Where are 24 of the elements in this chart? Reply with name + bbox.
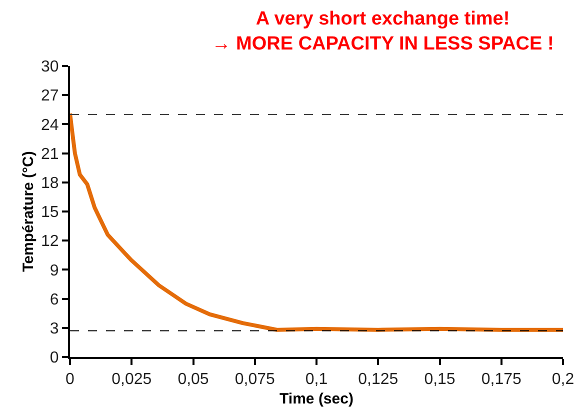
x-axis-title: Time (sec)	[280, 390, 354, 408]
x-tick-label: 0,175	[481, 371, 522, 388]
y-tick-label: 30	[41, 58, 59, 76]
y-tick-label: 0	[50, 350, 59, 367]
y-tick-label: 3	[50, 320, 59, 338]
y-axis-title: Température (°C)	[20, 151, 37, 272]
x-tick-label: 0,1	[305, 371, 328, 388]
x-tick-label: 0,05	[178, 371, 209, 388]
y-tick-label: 9	[50, 262, 59, 280]
y-tick-label: 6	[50, 291, 59, 308]
line-series	[70, 112, 563, 332]
y-tick-label: 15	[41, 204, 59, 222]
x-tick-label: 0	[66, 371, 75, 388]
chart-title: A very short exchange time! → MORE CAPACITY IN LESS SPACE !	[212, 8, 554, 54]
y-tick-label: 24	[41, 116, 59, 134]
x-tick-label: 0,15	[424, 371, 456, 388]
y-tick-label: 27	[41, 88, 59, 105]
y-tick-label: 18	[41, 175, 59, 192]
x-tick-label: 0,025	[112, 371, 152, 388]
y-tick-label: 12	[41, 233, 59, 250]
x-tick-label: 0,075	[234, 371, 275, 388]
y-tick-label: 21	[41, 146, 59, 163]
x-tick-label: 0,125	[358, 371, 398, 388]
x-tick-label: 0,2	[552, 371, 574, 388]
